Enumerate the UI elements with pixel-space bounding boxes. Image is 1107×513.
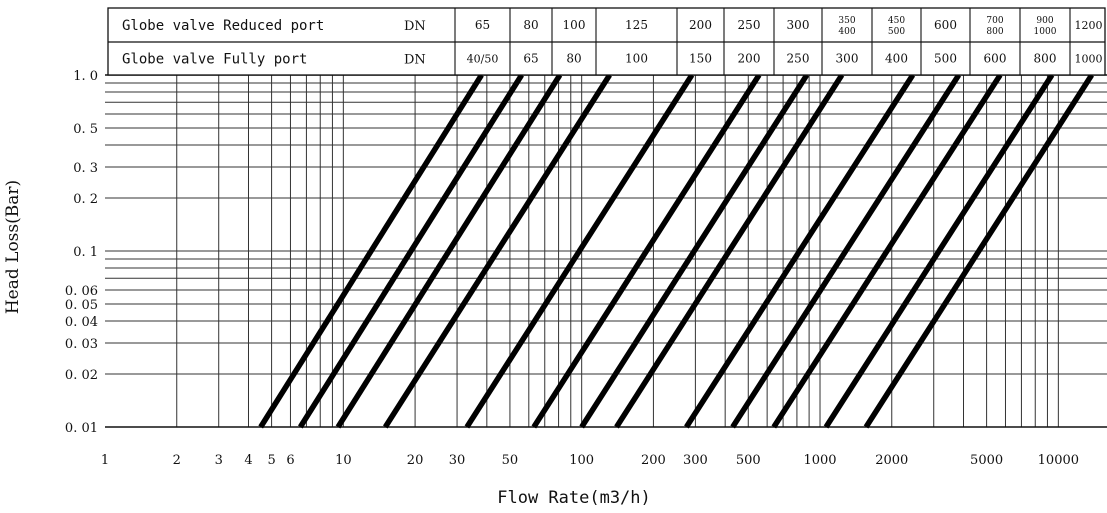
x-tick-label: 50 xyxy=(502,453,519,468)
table-cell: 250 xyxy=(787,52,810,66)
x-tick-label: 100 xyxy=(569,453,594,468)
table-row-label: Globe valve Fully port xyxy=(122,52,307,68)
table-cell: 65 xyxy=(523,52,538,66)
table-cell: 200 xyxy=(738,52,761,66)
plot-grid xyxy=(105,74,1107,428)
table-cell: 600 xyxy=(934,18,957,32)
x-tick-label: 300 xyxy=(683,453,708,468)
table-row-label: Globe valve Reduced port xyxy=(122,18,324,34)
table-cell: 40/50 xyxy=(467,53,499,66)
table-cell: 150 xyxy=(689,52,712,66)
table-row-unit: DN xyxy=(404,53,426,68)
series-line-11 xyxy=(771,73,1003,429)
x-tick-label: 5000 xyxy=(970,453,1003,468)
table-cell: 300 xyxy=(836,52,859,66)
series-line-1 xyxy=(258,73,484,429)
series-line-8 xyxy=(614,73,845,429)
series-line-9 xyxy=(684,73,916,429)
x-tick-label: 5 xyxy=(267,453,275,468)
y-tick-label: 0. 04 xyxy=(65,315,98,330)
y-tick-label: 0. 06 xyxy=(65,284,98,299)
table-cell: 80 xyxy=(523,18,538,32)
table-cell: 200 xyxy=(689,18,712,32)
y-tick-label: 0. 03 xyxy=(65,337,98,352)
y-tick-label: 0. 3 xyxy=(73,161,98,176)
x-axis-tick-labels: 1 2 3 4 5 6 10 20 30 50 100 200 300 500 1000 2000 5000 10… xyxy=(101,453,1079,468)
series-line-2 xyxy=(298,73,524,429)
table-cell: 500 xyxy=(934,52,957,66)
x-tick-label: 2 xyxy=(173,453,181,468)
series-line-3 xyxy=(335,73,563,429)
series-line-13 xyxy=(863,73,1095,429)
table-cell: 800 xyxy=(1034,52,1057,66)
y-tick-label: 0. 1 xyxy=(73,245,98,260)
table-cell: 1000 xyxy=(1075,53,1103,66)
table-cell: 450 500 xyxy=(888,16,905,37)
table-row-unit: DN xyxy=(404,19,426,34)
table-cell: 80 xyxy=(566,52,581,66)
x-tick-label: 10 xyxy=(335,453,352,468)
x-tick-label: 1 xyxy=(101,453,109,468)
series-line-5 xyxy=(464,73,695,429)
y-tick-label: 0. 01 xyxy=(65,421,98,436)
y-tick-label: 1. 0 xyxy=(73,69,98,84)
x-tick-label: 500 xyxy=(736,453,761,468)
table-cell: 125 xyxy=(625,18,648,32)
x-tick-label: 10000 xyxy=(1038,453,1079,468)
x-tick-label: 6 xyxy=(286,453,294,468)
y-axis-label: Head Loss(Bar) xyxy=(3,180,23,314)
series-line-12 xyxy=(823,73,1055,429)
table-cell: 400 xyxy=(885,52,908,66)
series-line-4 xyxy=(382,73,612,429)
table-cell: 700 800 xyxy=(986,16,1003,37)
y-tick-label: 0. 2 xyxy=(73,192,98,207)
x-tick-label: 3 xyxy=(215,453,223,468)
y-axis-tick-labels: 1. 0 0. 5 0. 3 0. 2 0. 1 0. 060. 05 0. 04 0. 03… xyxy=(65,69,98,436)
series-line-10 xyxy=(730,73,962,429)
table-cell: 65 xyxy=(475,18,490,32)
valve-series-lines xyxy=(258,73,1095,429)
y-tick-label: 0. 5 xyxy=(73,122,98,137)
x-tick-label: 1000 xyxy=(803,453,836,468)
x-tick-label: 200 xyxy=(641,453,666,468)
x-tick-label: 20 xyxy=(407,453,424,468)
x-tick-label: 30 xyxy=(449,453,466,468)
table-cell: 900 1000 xyxy=(1034,16,1057,37)
table-cell: 350 400 xyxy=(838,16,855,37)
y-tick-label: 0. 05 xyxy=(65,298,98,313)
table-cell: 250 xyxy=(738,18,761,32)
table-cell: 100 xyxy=(625,52,648,66)
table-cell: 100 xyxy=(563,18,586,32)
series-line-6 xyxy=(531,73,762,429)
x-tick-label: 2000 xyxy=(875,453,908,468)
table-cell: 600 xyxy=(984,52,1007,66)
x-tick-label: 4 xyxy=(244,453,252,468)
table-cell: 1200 xyxy=(1075,19,1103,32)
valve-size-table: Globe valve Reduced port DN 65 80 100 125 200 2… xyxy=(107,7,1106,76)
table-cell: 300 xyxy=(787,18,810,32)
series-line-7 xyxy=(579,73,810,429)
y-tick-label: 0. 02 xyxy=(65,368,98,383)
x-axis-label: Flow Rate(m3/h) xyxy=(497,488,651,508)
